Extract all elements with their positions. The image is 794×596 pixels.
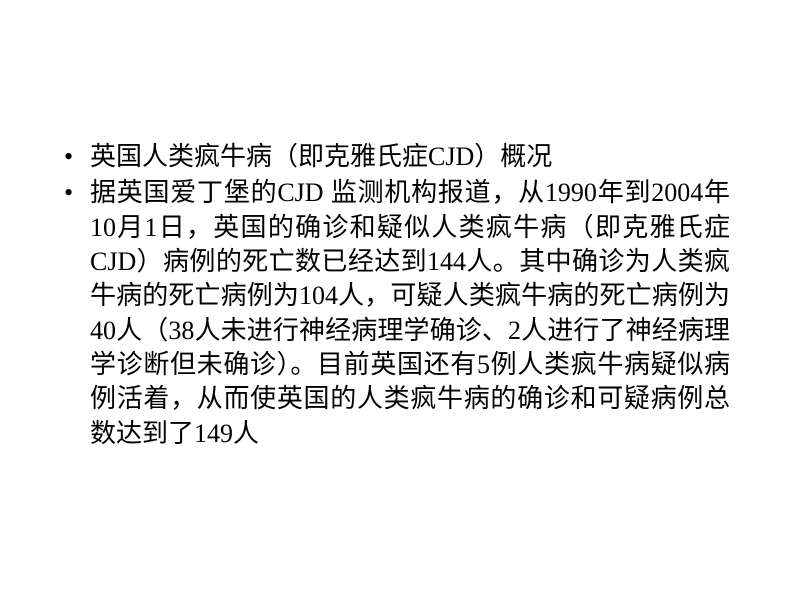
bullet-item: 据英国爱丁堡的CJD 监测机构报道，从1990年到2004年10月1日，英国的确… <box>64 176 730 451</box>
slide: 英国人类疯牛病（即克雅氏症CJD）概况 据英国爱丁堡的CJD 监测机构报道，从1… <box>0 0 794 596</box>
bullet-list: 英国人类疯牛病（即克雅氏症CJD）概况 据英国爱丁堡的CJD 监测机构报道，从1… <box>64 140 730 451</box>
bullet-item: 英国人类疯牛病（即克雅氏症CJD）概况 <box>64 140 730 174</box>
